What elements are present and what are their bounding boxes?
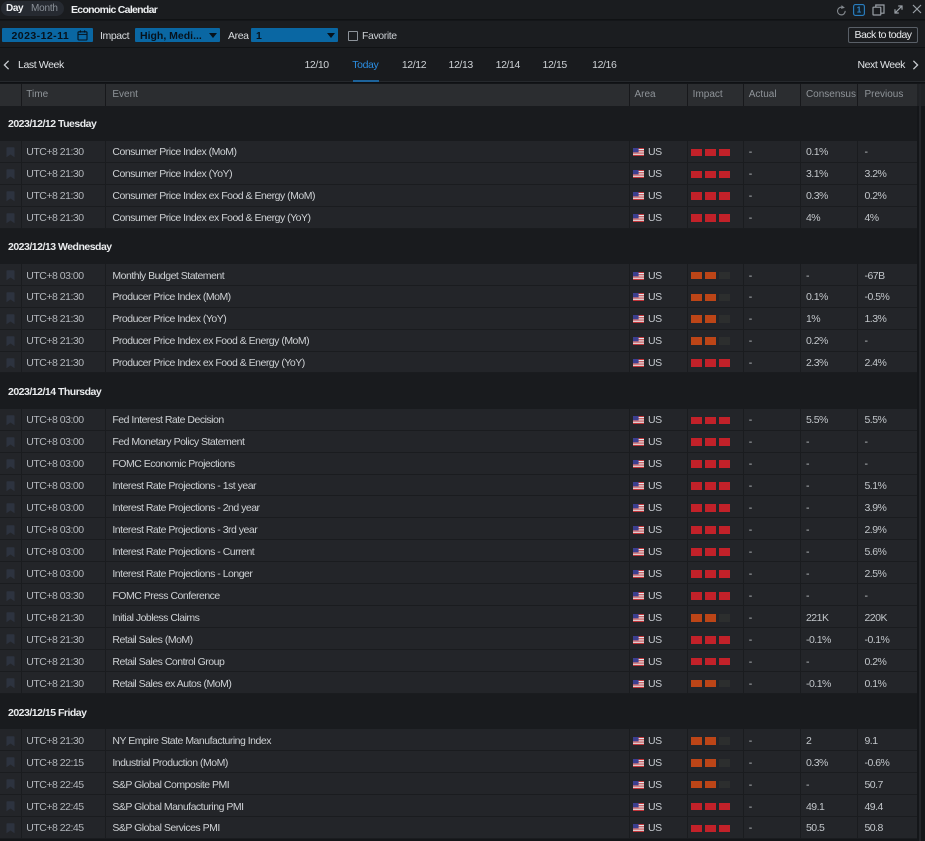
svg-text:1: 1 (857, 6, 862, 15)
